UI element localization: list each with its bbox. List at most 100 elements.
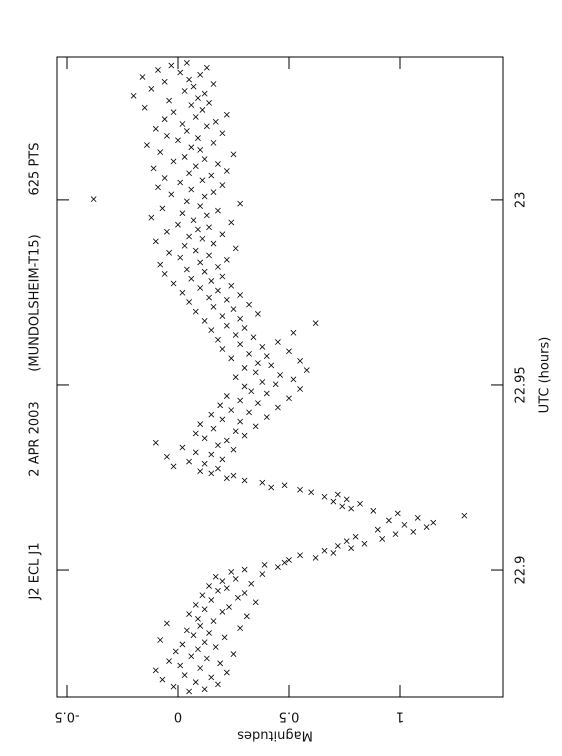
data-point (152, 667, 159, 674)
data-point (197, 71, 204, 78)
data-point (215, 442, 221, 449)
data-point (237, 625, 244, 632)
data-point (152, 238, 159, 245)
data-point (190, 217, 197, 224)
data-point (379, 536, 386, 542)
data-point (226, 604, 232, 610)
data-point (230, 306, 237, 312)
data-point (201, 156, 208, 163)
data-point (201, 606, 208, 613)
data-point (246, 350, 252, 357)
data-point (188, 275, 195, 282)
data-point (259, 571, 266, 577)
data-point (223, 111, 230, 118)
data-point (370, 507, 377, 514)
data-point (201, 460, 208, 467)
data-point (206, 100, 212, 106)
data-point (181, 154, 188, 160)
data-point (219, 313, 226, 319)
data-point (139, 74, 146, 80)
data-point (212, 118, 219, 125)
data-point (281, 559, 288, 566)
data-point (199, 592, 206, 599)
data-point (235, 594, 241, 601)
data-point (334, 543, 341, 549)
data-point (161, 78, 168, 85)
data-point (275, 339, 281, 345)
data-point (268, 484, 275, 491)
data-point (155, 67, 161, 73)
data-point (259, 479, 266, 486)
data-point (150, 165, 157, 172)
data-point (255, 360, 261, 367)
data-point (286, 557, 292, 563)
data-point (223, 168, 230, 174)
data-point (206, 294, 212, 301)
data-point (243, 613, 250, 620)
data-point (179, 210, 186, 217)
data-point (219, 346, 226, 352)
data-point (430, 519, 437, 526)
data-point (232, 245, 239, 252)
data-point (170, 109, 177, 116)
data-point (161, 175, 168, 181)
data-point (199, 107, 206, 113)
data-point (197, 665, 204, 672)
data-point (208, 451, 215, 458)
data-point (177, 179, 184, 186)
data-point (241, 383, 248, 390)
data-point (183, 198, 190, 205)
data-point (208, 411, 215, 418)
data-point (252, 423, 259, 430)
data-point (212, 644, 219, 650)
data-point (334, 491, 341, 498)
data-point (348, 545, 355, 552)
data-point (161, 271, 168, 277)
data-point (192, 163, 199, 170)
data-point (159, 205, 166, 212)
data-point (212, 573, 219, 580)
data-point (197, 147, 204, 153)
y-tick-label: -0.5 (54, 709, 79, 724)
data-point (186, 458, 192, 465)
data-point (263, 390, 270, 397)
data-point (192, 247, 199, 254)
data-point (343, 496, 350, 503)
data-point (197, 421, 204, 428)
data-point (272, 381, 279, 388)
data-point (215, 161, 221, 167)
data-point (223, 669, 230, 676)
data-point (210, 618, 217, 625)
data-point (186, 688, 192, 695)
data-point (312, 320, 319, 327)
y-tick-label: 1 (396, 709, 404, 724)
data-point (197, 285, 204, 291)
data-point (263, 353, 270, 359)
data-point (148, 214, 155, 221)
plot-area: J2 ECL J1 2 APR 2003 (MUNDOLSHEIM-T15) 6… (28, 56, 553, 743)
data-point (241, 432, 248, 439)
data-point (223, 256, 230, 263)
data-point (414, 514, 421, 521)
data-point (232, 576, 239, 582)
data-point (164, 228, 170, 235)
data-point (357, 500, 363, 507)
data-point (303, 367, 310, 374)
data-point (181, 672, 188, 679)
data-point (217, 402, 224, 409)
data-point (166, 97, 172, 104)
data-point (206, 224, 212, 231)
data-point (394, 510, 401, 517)
data-point (192, 114, 199, 120)
data-point (232, 374, 239, 381)
y-tick-label: 0.5 (279, 709, 300, 724)
data-point (290, 376, 297, 383)
data-point (186, 233, 192, 240)
data-point (210, 139, 217, 146)
data-point (263, 414, 270, 421)
data-point (199, 177, 206, 184)
data-point (179, 641, 186, 648)
data-point (192, 601, 199, 608)
data-point (181, 242, 188, 249)
